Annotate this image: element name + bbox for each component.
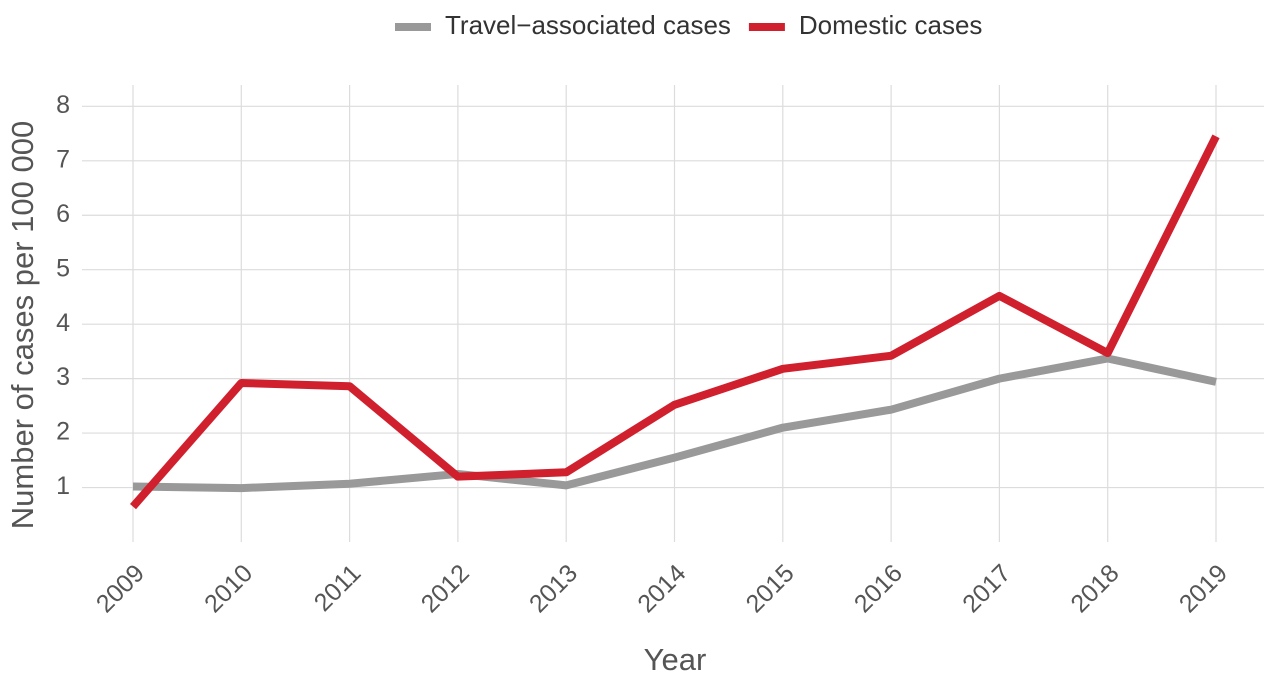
legend-label: Domestic cases (799, 10, 983, 40)
y-tick-label: 4 (56, 309, 70, 337)
x-tick-label: 2011 (309, 559, 367, 617)
x-tick-label: 2010 (199, 559, 258, 618)
x-tick-label: 2019 (1174, 559, 1233, 618)
y-tick-label: 3 (56, 363, 70, 391)
y-tick-label: 1 (56, 472, 70, 500)
lines (129, 134, 1220, 510)
grid: 1 2 3 4 5 6 7 8 2009 2010 2011 2012 2013 2014 2015 2016… (56, 85, 1264, 618)
x-tick-label: 2015 (741, 559, 800, 618)
y-tick-label: 8 (56, 91, 70, 119)
y-axis-label: Number of cases per 100 000 (5, 121, 40, 529)
series-line (129, 134, 1220, 510)
x-tick-label: 2012 (416, 559, 475, 618)
y-tick-label: 7 (56, 145, 70, 173)
x-axis-label: Year (644, 642, 707, 677)
series-line (132, 354, 1217, 493)
legend: Travel−associated cases Domestic cases (395, 10, 982, 40)
y-tick-label: 6 (56, 200, 70, 228)
x-tick-label: 2009 (91, 559, 150, 618)
y-tick-label: 2 (56, 418, 70, 446)
x-tick-label: 2014 (632, 559, 691, 618)
x-tick-label: 2013 (524, 559, 583, 618)
x-tick-label: 2017 (957, 559, 1016, 618)
x-tick-label: 2018 (1065, 559, 1124, 618)
legend-label: Travel−associated cases (445, 10, 731, 40)
x-tick-label: 2016 (849, 559, 908, 618)
y-tick-label: 5 (56, 254, 70, 282)
